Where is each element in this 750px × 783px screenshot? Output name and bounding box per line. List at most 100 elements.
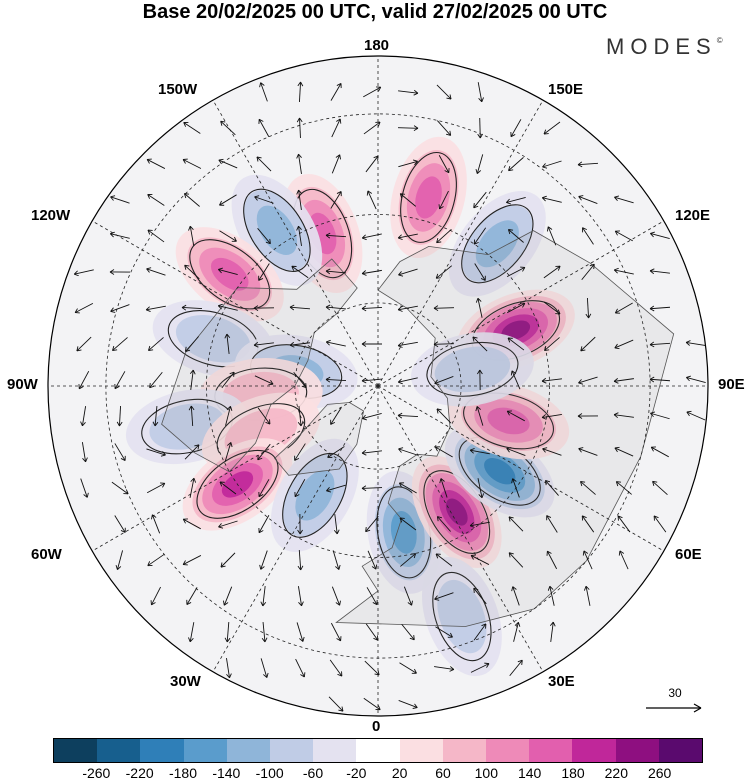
wind-arrow <box>433 305 455 312</box>
wind-arrow <box>649 376 671 383</box>
wind-arrow <box>361 305 383 312</box>
wind-arrow <box>297 406 304 427</box>
wind-arrow <box>403 586 413 606</box>
wind-arrow <box>325 304 346 311</box>
wind-arrow <box>296 189 302 210</box>
wind-arrow <box>291 265 309 279</box>
wind-arrow <box>325 339 346 347</box>
anomaly-contour <box>210 257 249 291</box>
wind-arrow <box>439 478 448 498</box>
lon-label-120w: 120W <box>31 207 71 224</box>
wind-arrow <box>225 405 233 426</box>
wind-arrow <box>258 479 270 498</box>
wind-arrow <box>469 448 490 455</box>
wind-arrow <box>510 119 522 138</box>
wind-arrow <box>257 443 271 461</box>
wind-arrow <box>399 193 417 207</box>
colorbar-tick-label: -260 <box>82 765 111 781</box>
coastline <box>335 230 675 627</box>
wind-arrow <box>546 515 558 533</box>
wind-arrow <box>436 408 452 424</box>
wind-arrow <box>397 125 419 132</box>
wind-arrow <box>297 586 304 607</box>
wind-arrow <box>613 412 634 419</box>
colorbar-tick-label: -20 <box>346 765 367 781</box>
wind-arrow <box>434 666 455 672</box>
wind-arrow <box>149 371 163 389</box>
wind-arrow <box>578 376 598 385</box>
reference-vector-label: 30 <box>668 686 682 700</box>
wind-arrow <box>649 268 670 275</box>
anomaly-blob <box>411 332 534 407</box>
wind-arrow <box>110 304 130 313</box>
wind-arrow <box>329 659 343 677</box>
wind-arrow <box>146 448 166 457</box>
colorbar-tick-label: 220 <box>604 765 629 781</box>
colorbar-tick-label: 100 <box>474 765 499 781</box>
wind-arrow <box>189 369 196 390</box>
lon-label-30w: 30W <box>170 673 201 690</box>
wind-arrow <box>150 586 161 606</box>
wind-arrow <box>477 82 484 103</box>
wind-arrow <box>549 621 556 642</box>
wind-arrow <box>398 159 418 168</box>
wind-arrow <box>507 337 525 351</box>
wind-arrow <box>188 225 195 246</box>
wind-arrow <box>473 623 487 641</box>
colorbar-tick-label: -60 <box>302 765 324 781</box>
wind-arrow <box>506 447 526 457</box>
wind-arrow <box>477 369 483 391</box>
wind-arrow <box>188 622 195 643</box>
wind-arrow <box>365 623 379 641</box>
wind-arrow <box>297 513 303 535</box>
wind-arrow <box>109 231 130 239</box>
wind-arrow <box>474 263 486 281</box>
wind-arrow <box>477 117 484 139</box>
wind-arrow <box>331 118 342 138</box>
streamline <box>463 392 555 450</box>
wind-arrow <box>614 195 634 204</box>
brand-name: MODES <box>606 34 717 59</box>
wind-arrow <box>256 156 272 172</box>
wind-arrow <box>436 84 452 100</box>
anomaly-contour <box>390 510 417 554</box>
anomaly-field <box>125 136 575 677</box>
wind-arrow <box>184 264 200 280</box>
wind-arrow <box>294 443 306 461</box>
wind-arrow <box>296 225 302 246</box>
wind-arrow <box>258 118 270 137</box>
colorbar-swatch <box>97 739 141 762</box>
colorbar-tick-label: 180 <box>561 765 585 781</box>
colorbar-tick-label: 260 <box>647 765 672 781</box>
anomaly-blob <box>175 227 284 322</box>
wind-arrow <box>541 377 562 384</box>
wind-arrow <box>224 333 231 354</box>
wind-arrow <box>289 341 310 348</box>
lon-label-30e: 30E <box>548 673 575 690</box>
wind-arrow <box>181 304 203 311</box>
anomaly-blob <box>390 136 467 259</box>
wind-arrow <box>361 341 383 347</box>
wind-arrow <box>401 623 415 641</box>
wind-arrow <box>186 587 198 606</box>
wind-arrow <box>365 516 379 533</box>
wind-arrow <box>366 587 378 606</box>
wind-arrow <box>585 297 592 319</box>
wind-arrow <box>475 406 484 426</box>
wind-arrow <box>110 195 130 204</box>
wind-arrow <box>473 191 487 209</box>
wind-arrow <box>649 341 671 348</box>
wind-arrow <box>226 658 232 679</box>
colorbar-tick-labels: -260 -220 -180 -140 -100 -60 -20 20 60 100 140 180 2… <box>0 765 750 783</box>
colorbar-swatch <box>140 739 184 762</box>
anomaly-contour <box>475 220 519 268</box>
wind-arrow <box>434 446 453 458</box>
wind-arrow <box>435 265 453 279</box>
colorbar-swatch <box>313 739 357 762</box>
colorbar-tick-label: -140 <box>212 765 241 781</box>
colorbar-swatch <box>572 739 616 762</box>
wind-arrow <box>362 412 382 421</box>
colorbar-swatch <box>270 739 314 762</box>
anomaly-contour <box>175 314 251 363</box>
